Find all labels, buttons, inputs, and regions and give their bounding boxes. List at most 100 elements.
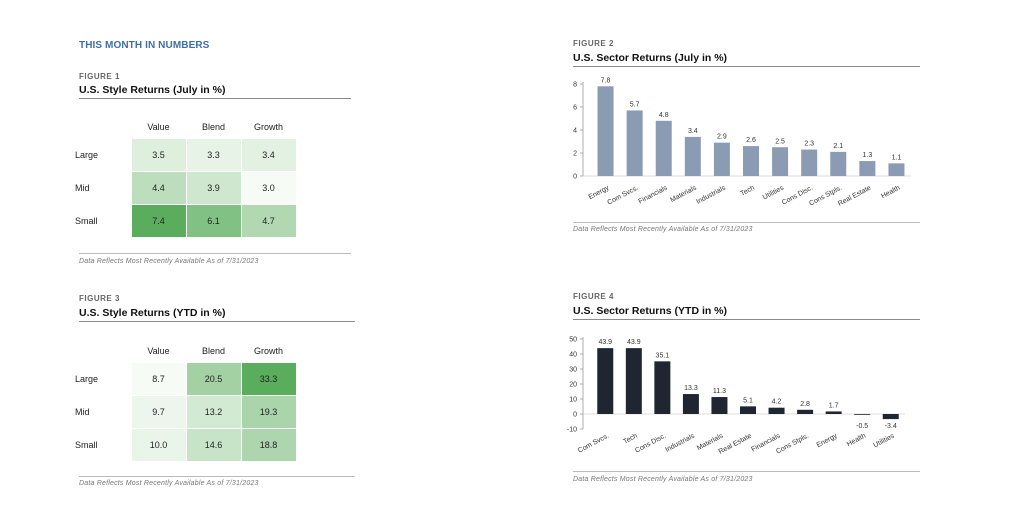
data-label: 7.8 [601,77,611,84]
y-tick-label: 0 [573,174,577,181]
category-label: Energy [588,184,611,201]
bar-utilities [772,147,789,176]
y-tick-label: 8 [573,82,577,89]
table-corner [75,116,131,139]
bar-cons-stpls- [797,409,814,414]
heat-cell: 3.3 [185,138,242,172]
heat-cell: 3.5 [130,138,187,172]
data-label: 2.6 [746,137,756,144]
bar-financials [655,120,672,176]
heat-cell: 14.6 [185,428,242,462]
bar-com-svcs- [626,110,643,176]
row-label-small: Small [75,216,98,226]
figure-2-title: U.S. Sector Returns (July in %) [573,52,728,64]
table-row: Mid 9.7 13.2 19.3 [75,395,297,429]
bar-com-svcs- [597,348,614,414]
heat-cell: 10.0 [130,428,187,462]
row-label-mid: Mid [75,183,90,193]
y-tick-label: 4 [573,128,577,135]
bar-health [888,163,905,176]
data-label: -0.5 [856,423,868,430]
figure-1-footnote: Data Reflects Most Recently Available As… [79,258,259,265]
bar-energy [825,411,842,414]
column-header-growth: Growth [253,122,283,132]
data-label: 1.3 [862,152,872,159]
bar-cons-disc- [654,361,671,414]
data-label: -3.4 [885,423,897,430]
heat-cell: 19.3 [240,395,297,429]
y-tick-label: 20 [569,382,577,389]
category-label: Financials [638,184,670,205]
heat-cell: 18.8 [240,428,297,462]
sector-returns-ytd-chart: -10 0 10 20 30 40 50 43.9 Com Svcs. 43.9 Tech 35.1 C… [567,337,905,456]
category-label: Industrials [695,184,727,205]
y-tick-label: 0 [573,412,577,419]
data-label: 43.9 [627,339,641,346]
y-tick-label: 50 [569,337,577,344]
figure-2-footnote: Data Reflects Most Recently Available As… [573,226,753,233]
bar-health [854,414,871,415]
data-label: 13.3 [684,385,698,392]
figure-3-bottom-rule [79,476,355,477]
category-label: Energy [816,432,839,449]
table-row: Small 10.0 14.6 18.8 [75,428,297,462]
column-header-blend: Blend [201,346,226,356]
column-header-blend: Blend [201,122,226,132]
figure-1-title: U.S. Style Returns (July in %) [79,84,226,96]
heat-cell: 4.7 [240,204,297,238]
row-label-small: Small [75,440,98,450]
y-tick-label: 30 [569,367,577,374]
y-tick-label: 2 [573,151,577,158]
style-returns-july-table: Value Blend Growth Large 3.5 3.3 3.4 Mid 4.4 3.9 3… [75,116,297,238]
data-label: 5.7 [630,101,640,108]
bar-financials [768,407,785,414]
data-label: 35.1 [656,352,670,359]
heat-cell: 9.7 [130,395,187,429]
table-corner [75,340,131,363]
bar-utilities [882,414,899,420]
heat-cell: 8.7 [130,362,187,396]
y-tick-label: 40 [569,352,577,359]
figure-2-title-rule [573,66,920,67]
category-label: Utilities [872,432,896,449]
heat-cell: 33.3 [240,362,297,396]
category-label: Cons Disc. [634,433,667,455]
figure-2-label: FIGURE 2 [573,39,614,48]
figure-3-footnote: Data Reflects Most Recently Available As… [79,480,259,487]
column-header-value: Value [147,122,170,132]
category-label: Tech [740,185,756,198]
category-label: Health [846,433,867,449]
row-label-large: Large [75,374,99,384]
figure-4-footnote: Data Reflects Most Recently Available As… [573,476,753,483]
heat-cell: 7.4 [130,204,187,238]
data-label: 1.7 [829,402,839,409]
bar-energy [597,86,614,176]
category-label: Industrials [664,432,696,453]
bar-tech [625,348,642,414]
bar-cons-disc- [801,149,818,176]
row-label-mid: Mid [75,407,90,417]
data-label: 43.9 [598,339,612,346]
figure-4-title-rule [573,319,920,320]
y-tick-label: -10 [567,427,577,434]
data-label: 4.8 [659,112,669,119]
bar-real-estate [859,161,876,176]
figure-2-bottom-rule [573,222,920,223]
section-title: THIS MONTH IN NUMBERS [79,40,210,51]
heat-cell: 6.1 [185,204,242,238]
data-label: 11.3 [713,388,726,395]
table-row: Small 7.4 6.1 4.7 [75,204,297,238]
heat-cell: 3.0 [240,171,297,205]
table-row: Large 8.7 20.5 33.3 [75,362,297,396]
heat-cell: 20.5 [185,362,242,396]
heat-cell: 3.9 [185,171,242,205]
figure-3-title-rule [79,321,355,322]
column-header-value: Value [147,346,170,356]
table-row: Large 3.5 3.3 3.4 [75,138,297,172]
figure-3-title: U.S. Style Returns (YTD in %) [79,307,226,319]
heat-cell: 4.4 [130,171,187,205]
figure-4-bottom-rule [573,471,920,472]
category-label: Real Estate [837,185,872,208]
row-label-large: Large [75,150,99,160]
bar-real-estate [740,406,756,414]
